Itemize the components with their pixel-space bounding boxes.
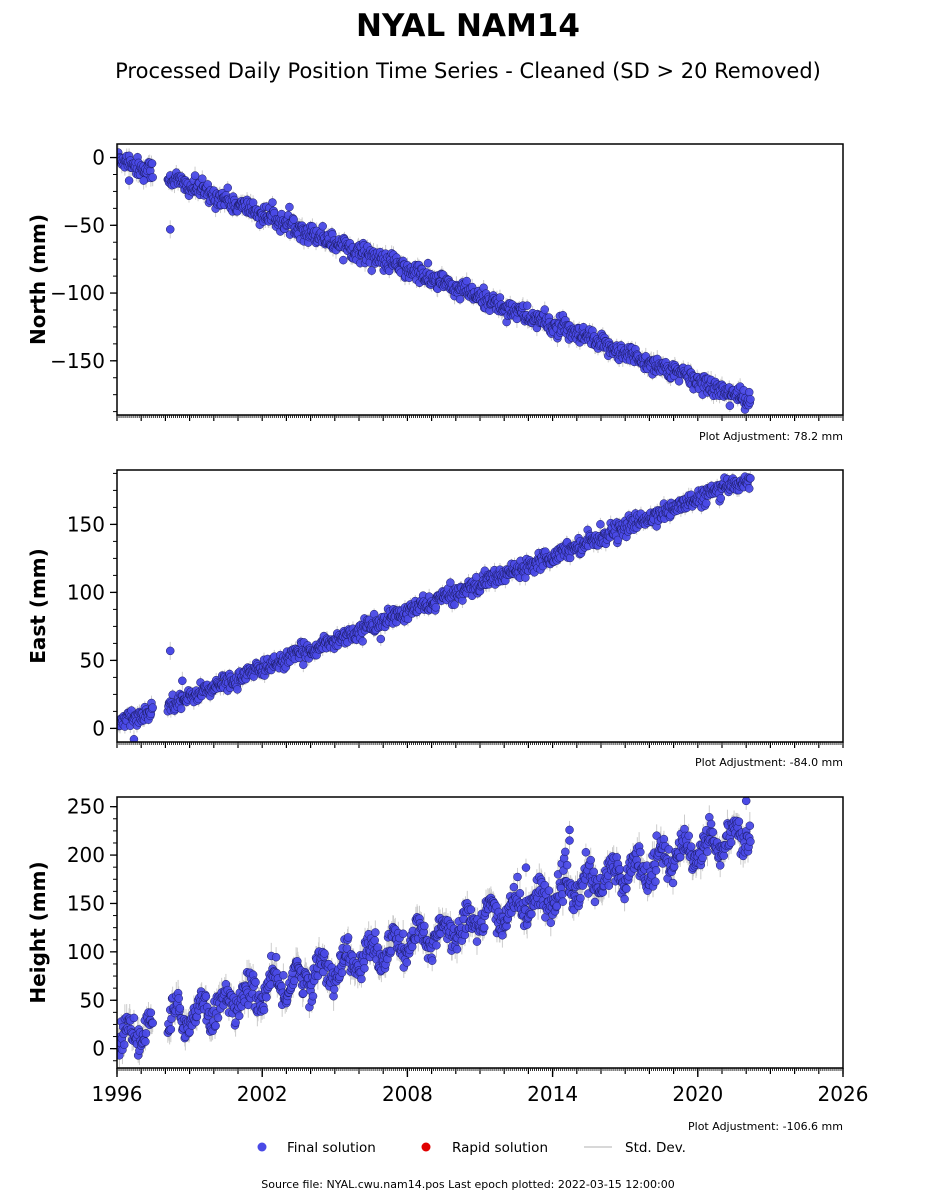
data-point bbox=[716, 494, 726, 503]
data-point bbox=[522, 301, 532, 310]
data-point bbox=[190, 171, 200, 180]
y-axis-label: North (mm) bbox=[26, 214, 50, 345]
data-point bbox=[358, 637, 367, 646]
data-point bbox=[423, 258, 433, 268]
outlier-point bbox=[165, 225, 175, 234]
y-tick-label: 150 bbox=[67, 512, 105, 536]
plot-area bbox=[117, 144, 755, 414]
data-point bbox=[596, 520, 605, 529]
data-point bbox=[495, 293, 505, 302]
panel-2: 0 50 100 150 East (mm) Plot Adjustment: -84.0… bbox=[26, 469, 844, 769]
y-tick-label: 50 bbox=[80, 648, 105, 672]
data-point bbox=[318, 222, 327, 231]
data-point bbox=[147, 159, 157, 168]
plot-area bbox=[117, 797, 755, 1068]
y-axis: 0 50 100 150 bbox=[67, 472, 117, 740]
data-point bbox=[455, 294, 465, 304]
outlier-point bbox=[178, 676, 187, 686]
plot-frame bbox=[116, 469, 844, 743]
data-point bbox=[233, 685, 242, 694]
data-point bbox=[702, 498, 711, 508]
data-point bbox=[725, 401, 735, 411]
outlier-point bbox=[129, 735, 139, 742]
data-point bbox=[450, 600, 459, 609]
data-point bbox=[540, 305, 549, 314]
y-tick-label: 0 bbox=[92, 716, 105, 740]
plot-adjustment-note: Plot Adjustment: -84.0 mm bbox=[695, 756, 843, 769]
outlier-point bbox=[124, 176, 134, 185]
data-point bbox=[285, 202, 294, 212]
data-point bbox=[462, 276, 471, 286]
data-point bbox=[674, 377, 684, 386]
outlier-point bbox=[139, 176, 148, 185]
data-point bbox=[367, 266, 376, 275]
y-tick-label: −50 bbox=[63, 213, 105, 237]
chart-subtitle: Processed Daily Position Time Series - C… bbox=[115, 59, 821, 83]
plot-area bbox=[117, 471, 755, 742]
final-solution-points bbox=[117, 472, 755, 742]
final-solution-points bbox=[117, 148, 755, 414]
y-tick-label: 100 bbox=[67, 580, 105, 604]
y-tick-label: −100 bbox=[50, 281, 105, 305]
data-point bbox=[148, 703, 157, 712]
data-point bbox=[446, 578, 455, 587]
data-point bbox=[376, 634, 386, 644]
data-point bbox=[744, 387, 754, 397]
data-point bbox=[223, 183, 232, 193]
plot-adjustment-note: Plot Adjustment: 78.2 mm bbox=[699, 430, 843, 443]
data-point bbox=[289, 215, 298, 224]
y-tick-label: 0 bbox=[92, 146, 105, 170]
data-point bbox=[746, 395, 755, 404]
y-axis: 0 −50 −100 −150 bbox=[50, 146, 117, 413]
data-point bbox=[339, 255, 348, 265]
data-point bbox=[268, 198, 277, 207]
data-point bbox=[613, 535, 623, 545]
y-tick-label: −150 bbox=[50, 349, 105, 373]
x-axis bbox=[116, 415, 844, 421]
data-point bbox=[299, 660, 308, 669]
x-axis bbox=[116, 742, 844, 748]
data-point bbox=[148, 173, 157, 182]
data-point bbox=[746, 473, 755, 483]
data-point bbox=[744, 484, 754, 493]
outlier-point bbox=[165, 646, 175, 656]
chart-title: NYAL NAM14 bbox=[356, 8, 580, 44]
data-point bbox=[431, 603, 441, 612]
data-point bbox=[176, 704, 186, 714]
y-axis-label: East (mm) bbox=[26, 548, 50, 664]
